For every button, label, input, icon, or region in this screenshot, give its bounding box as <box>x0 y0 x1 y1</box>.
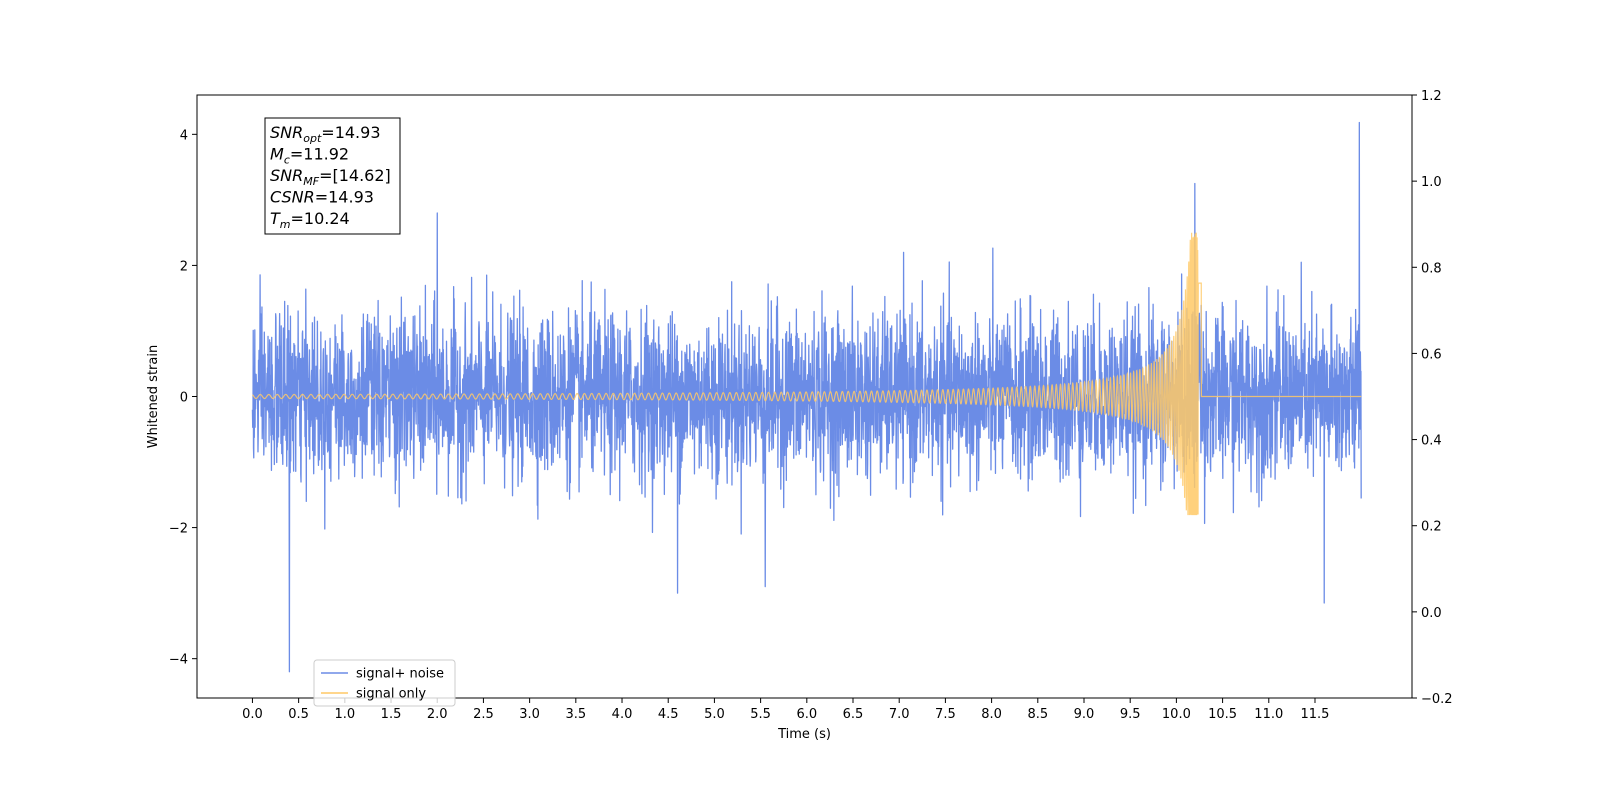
legend: signal+ noise signal only <box>313 659 456 707</box>
y2-tick-label: 0.6 <box>1421 347 1442 362</box>
y2-tick-label: −0.2 <box>1421 692 1453 707</box>
x-tick-label: 5.5 <box>750 707 771 722</box>
x-tick-label: 0.0 <box>242 707 263 722</box>
x-tick-label: 11.5 <box>1301 707 1330 722</box>
x-tick-label: 6.5 <box>843 707 864 722</box>
x-tick-label: 2.0 <box>427 707 448 722</box>
x-tick-label: 2.5 <box>473 707 494 722</box>
x-tick-label: 10.5 <box>1208 707 1237 722</box>
x-axis-ticks: 0.0 0.5 1.0 1.5 2.0 2.5 3.0 3.5 4.0 4.5 5.0 5.5 6.0 6… <box>242 698 1329 722</box>
y-tick-label: 0 <box>180 391 188 406</box>
x-tick-label: 6.0 <box>796 707 817 722</box>
x-tick-label: 9.0 <box>1074 707 1095 722</box>
annotation-line: Mc=11.92 <box>270 145 349 167</box>
x-tick-label: 0.5 <box>288 707 309 722</box>
x-axis-label: Time (s) <box>777 727 831 742</box>
y2-tick-label: 1.0 <box>1421 175 1442 190</box>
series-layer <box>251 121 1362 673</box>
annotation-line: SNRopt=14.93 <box>270 123 381 145</box>
x-tick-label: 1.5 <box>381 707 402 722</box>
x-tick-label: 1.0 <box>334 707 355 722</box>
annotation-line: CSNR=14.93 <box>270 188 374 207</box>
x-tick-label: 3.0 <box>519 707 540 722</box>
legend-label: signal only <box>356 687 426 702</box>
x-tick-label: 4.0 <box>612 707 633 722</box>
y-axis-ticks: −4 −2 0 2 4 <box>169 128 197 668</box>
y-tick-label: −2 <box>169 522 188 537</box>
x-tick-label: 11.0 <box>1254 707 1283 722</box>
annotation-frame <box>264 117 401 235</box>
y-tick-label: 2 <box>180 259 188 274</box>
x-tick-label: 8.5 <box>1027 707 1048 722</box>
stats-annotation-box: SNRopt=14.93Mc=11.92SNRMF=[14.62]CSNR=14… <box>264 117 401 235</box>
x-tick-label: 9.5 <box>1120 707 1141 722</box>
y2-axis-ticks: −0.2 0.0 0.2 0.4 0.6 0.8 1.0 1.2 <box>1412 89 1453 707</box>
y2-tick-label: 0.2 <box>1421 520 1442 535</box>
x-tick-label: 7.5 <box>935 707 956 722</box>
x-tick-label: 8.0 <box>981 707 1002 722</box>
x-tick-label: 3.5 <box>565 707 586 722</box>
x-tick-label: 7.0 <box>889 707 910 722</box>
y2-tick-label: 0.4 <box>1421 434 1442 449</box>
x-tick-label: 4.5 <box>658 707 679 722</box>
y2-tick-label: 0.0 <box>1421 606 1442 621</box>
y-axis-label: Whitened strain <box>146 345 161 448</box>
x-tick-label: 10.0 <box>1162 707 1191 722</box>
annotation-line: SNRMF=[14.62] <box>270 166 391 188</box>
legend-label: signal+ noise <box>356 667 444 682</box>
legend-frame <box>313 659 456 707</box>
series-signal-only <box>252 232 1362 516</box>
x-tick-label: 5.0 <box>704 707 725 722</box>
annotation-line: Tm=10.24 <box>270 209 350 231</box>
y-tick-label: −4 <box>169 653 188 668</box>
y2-tick-label: 1.2 <box>1421 89 1442 104</box>
y2-tick-label: 0.8 <box>1421 261 1442 276</box>
y-tick-label: 4 <box>180 128 188 143</box>
